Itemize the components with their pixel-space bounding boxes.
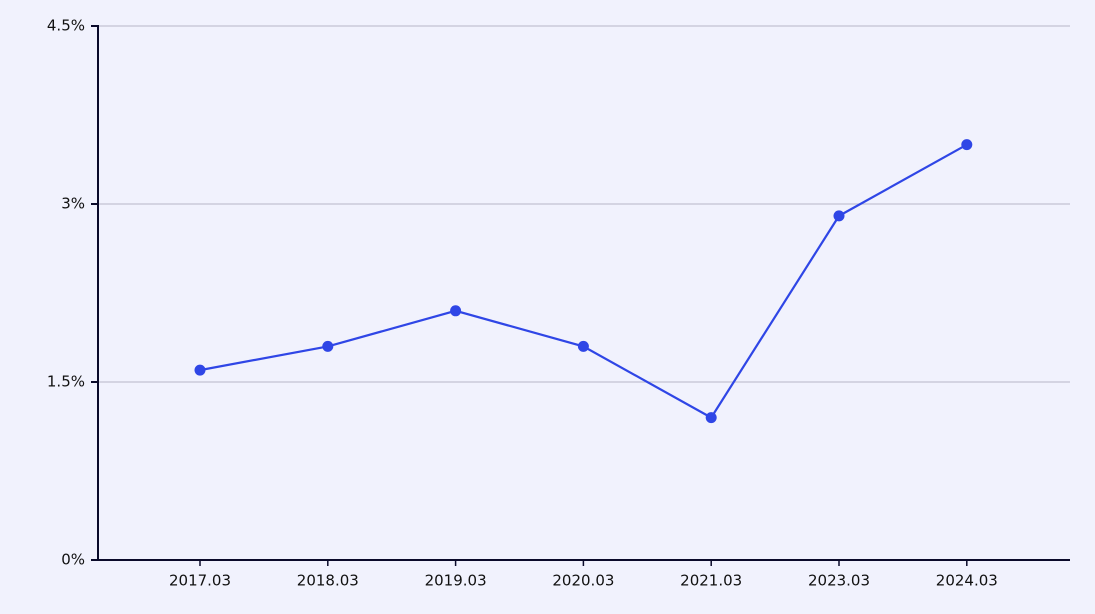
x-tick-label: 2023.03: [808, 572, 870, 590]
x-tick-label: 2018.03: [297, 572, 359, 590]
y-tick-label: 4.5%: [47, 17, 85, 35]
x-tick-label: 2020.03: [552, 572, 614, 590]
point: [194, 364, 206, 376]
y-tick-label: 1.5%: [47, 373, 85, 391]
x-tick-label: 2024.03: [936, 572, 998, 590]
y-tick-label: 0%: [61, 551, 85, 569]
x-tick-label: 2019.03: [425, 572, 487, 590]
point: [961, 139, 973, 151]
x-tick-label: 2017.03: [169, 572, 231, 590]
y-tick-label: 3%: [61, 195, 85, 213]
point: [322, 340, 334, 352]
point: [705, 412, 717, 424]
point: [833, 210, 845, 222]
point: [577, 340, 589, 352]
point: [450, 305, 462, 317]
x-tick-label: 2021.03: [680, 572, 742, 590]
